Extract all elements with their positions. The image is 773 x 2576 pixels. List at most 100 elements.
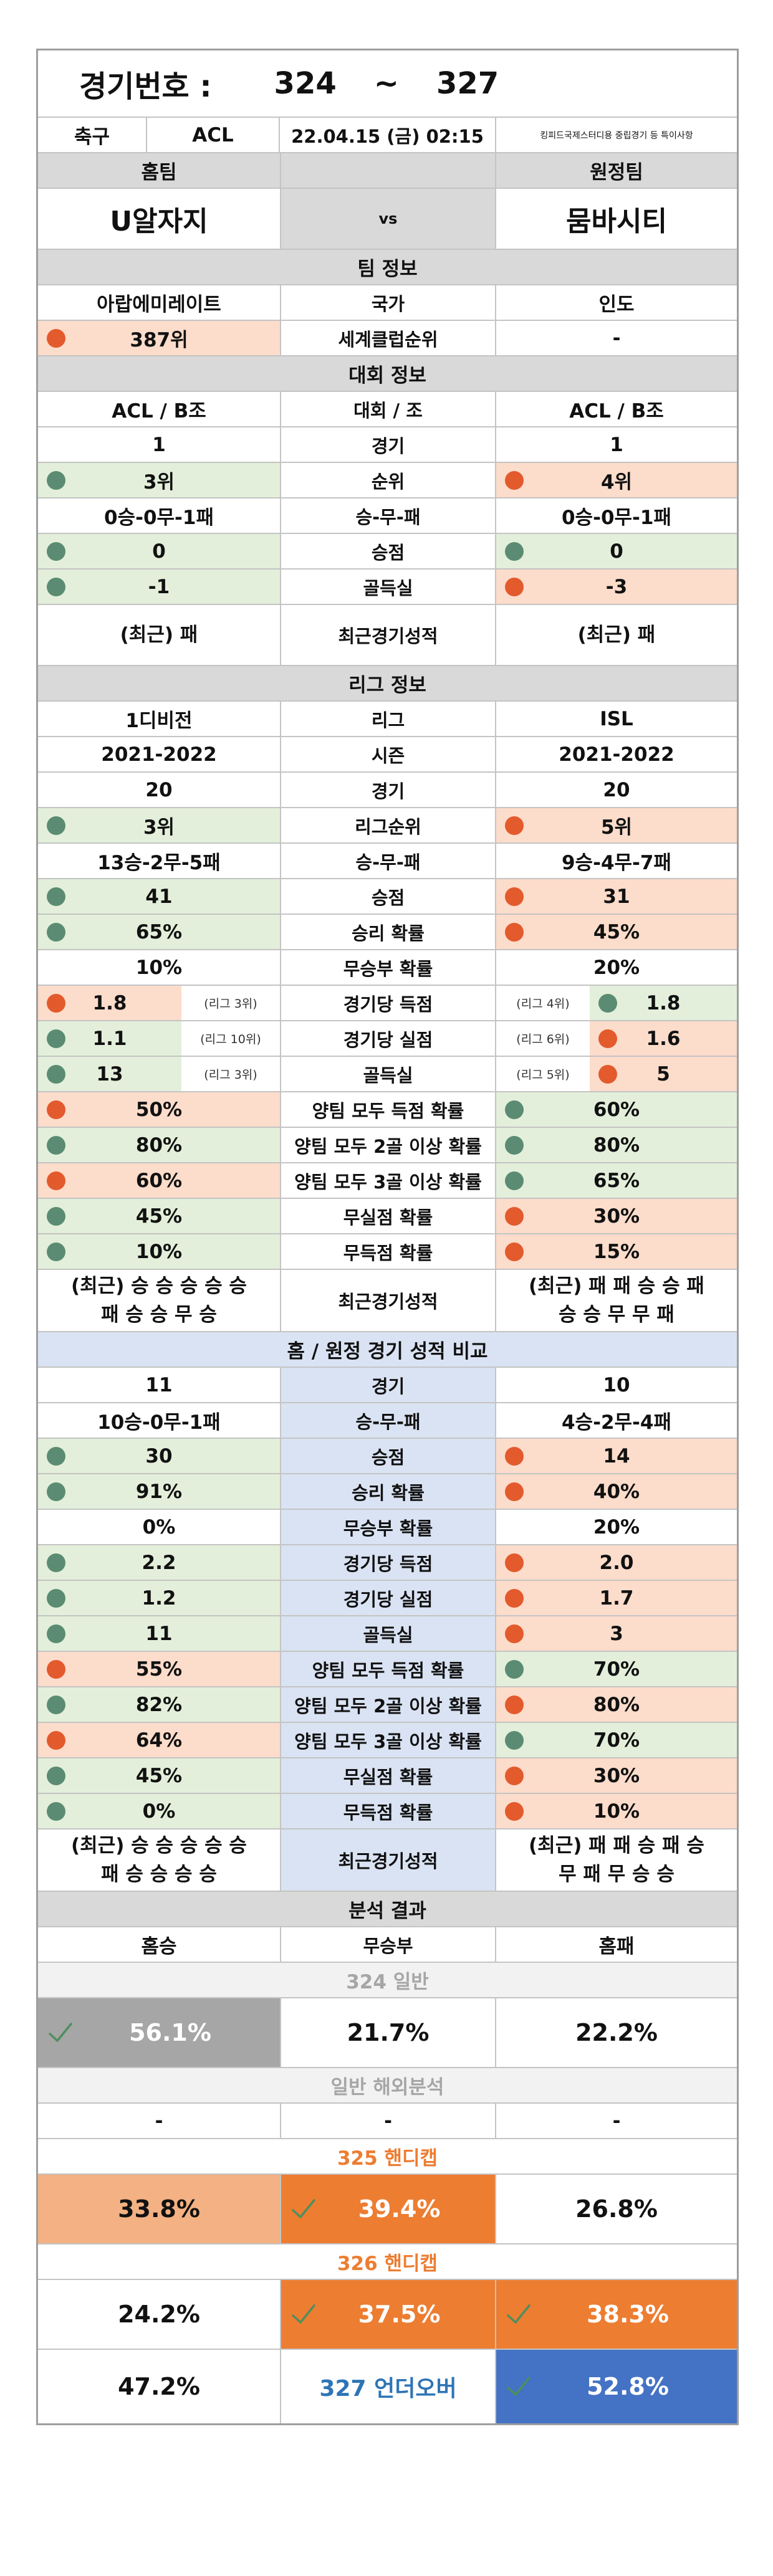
away-value-cell: 4위 <box>496 463 737 497</box>
stat-label: 시즌 <box>371 745 405 766</box>
orange-dot-icon <box>505 1553 524 1572</box>
stat-label-cell: 양팀 모두 2골 이상 확률 <box>281 1687 496 1722</box>
stat-label-cell: 무실점 확률 <box>281 1758 496 1793</box>
home-value-cell: 41 <box>38 879 281 914</box>
away-value-area: 5 <box>590 1057 737 1091</box>
home-recent-line1: (최근) 승 승 승 승 승 <box>71 1274 247 1297</box>
match-number-to: 327 <box>436 66 499 101</box>
stat-label-cell: 경기 <box>281 427 496 462</box>
away-value: 9승-4무-7패 <box>561 852 671 874</box>
stat-label-cell: 최근경기성적 <box>281 1270 496 1331</box>
away-value: 60% <box>593 1098 640 1121</box>
home-recent-line2: 패 승 승 무 승 <box>101 1304 217 1326</box>
stat-row: 1.2 경기당 실점 1.7 <box>38 1581 737 1616</box>
home-value-cell: ACL / B조 <box>38 392 281 426</box>
away-value-cell: - <box>496 321 737 355</box>
stat-row: 13승-2무-5패 승-무-패 9승-4무-7패 <box>38 844 737 879</box>
green-dot-icon <box>47 1029 65 1048</box>
analysis-title: 분석 결과 <box>38 1892 737 1926</box>
home-value: 13 <box>96 1062 123 1085</box>
home-value-cell: 30 <box>38 1439 281 1473</box>
stat-label-cell: 승점 <box>281 534 496 568</box>
away-prob-cell: 26.8% <box>496 2175 737 2243</box>
team-head-row: 홈팀 원정팀 <box>38 153 737 189</box>
home-rank-area: (리그 3위) <box>181 1057 280 1091</box>
orange-dot-icon <box>505 1588 524 1608</box>
away-value: 5 <box>656 1062 670 1085</box>
stat-label-cell: 무승부 확률 <box>281 950 496 985</box>
stat-label-cell: 승리 확률 <box>281 915 496 949</box>
home-team-head: 홈팀 <box>38 153 281 188</box>
home-value: 10% <box>135 1240 183 1263</box>
stat-label: 무실점 확률 <box>343 1206 433 1228</box>
stat-label-cell: 경기당 득점 <box>281 986 496 1020</box>
home-value: 1 <box>152 433 166 456</box>
away-value: 20% <box>593 1515 640 1538</box>
away-value-cell: 45% <box>496 915 737 949</box>
handicap1-prob-row: 33.8% 39.4% 26.8% <box>38 2175 737 2244</box>
away-recent-line2: 무 패 무 승 승 <box>559 1863 675 1886</box>
away-rank-area: (리그 5위) <box>496 1057 590 1091</box>
home-value-cell: 10승-0무-1패 <box>38 1403 281 1438</box>
over-prob-cell: 52.8% <box>496 2350 737 2423</box>
stat-label: 리그순위 <box>355 816 421 837</box>
away-value: 20 <box>603 778 630 801</box>
stat-label: 경기 <box>371 435 405 457</box>
away-value: 3 <box>610 1622 623 1645</box>
stat-label: 승리 확률 <box>352 922 425 944</box>
overseas-prob-row: --- <box>38 2104 737 2139</box>
green-dot-icon <box>505 1730 524 1750</box>
green-dot-icon <box>47 470 65 490</box>
home-value-cell: 55% <box>38 1652 281 1686</box>
away-value: 4위 <box>600 471 633 494</box>
stat-label: 무득점 확률 <box>343 1242 433 1264</box>
green-dot-icon <box>47 577 65 596</box>
away-value: 1 <box>610 433 623 456</box>
orange-dot-icon <box>505 1482 524 1501</box>
stat-label-cell: 시즌 <box>281 737 496 771</box>
home-value-cell: 0승-0무-1패 <box>38 499 281 533</box>
away-prob-value: 26.8% <box>575 2195 658 2223</box>
stat-row: 10% 무승부 확률 20% <box>38 950 737 986</box>
away-value-cell: (리그 5위) 5 <box>496 1057 737 1091</box>
away-value: 14 <box>603 1444 630 1467</box>
stat-label: 순위 <box>371 470 405 492</box>
away-value: 10% <box>593 1800 640 1823</box>
green-dot-icon <box>47 1553 65 1572</box>
away-value-cell: 20% <box>496 950 737 985</box>
orange-dot-icon <box>47 1659 65 1679</box>
home-value-cell: 2021-2022 <box>38 737 281 771</box>
stat-label: 무실점 확률 <box>343 1766 433 1788</box>
home-value-cell: 45% <box>38 1758 281 1793</box>
home-rank-area: (리그 3위) <box>181 986 280 1020</box>
home-value-cell: 13 (리그 3위) <box>38 1057 281 1091</box>
green-dot-icon <box>47 1766 65 1785</box>
draw-prob-cell: 37.5% <box>281 2280 496 2349</box>
stat-row: 50% 양팀 모두 득점 확률 60% <box>38 1092 737 1128</box>
away-value-cell: 31 <box>496 879 737 914</box>
analysis-head-row: 홈승 무승부 홈패 <box>38 1927 737 1963</box>
away-value-cell: 70% <box>496 1652 737 1686</box>
away-value-cell: (리그 4위) 1.8 <box>496 986 737 1020</box>
home-recent-line1: (최근) 패 <box>120 623 198 646</box>
stat-row: 41 승점 31 <box>38 879 737 915</box>
stat-row: 10% 무득점 확률 15% <box>38 1234 737 1270</box>
away-value-area: 1.6 <box>590 1021 737 1056</box>
away-value-cell: 0 <box>496 534 737 568</box>
home-prob-value: 33.8% <box>118 2195 200 2223</box>
league-info-title: 리그 정보 <box>38 666 737 700</box>
home-value-cell: 2.2 <box>38 1545 281 1580</box>
home-away-compare-title: 홈 / 원정 경기 성적 비교 <box>38 1332 737 1367</box>
orange-dot-icon <box>505 1624 524 1643</box>
away-prob-value: 22.2% <box>575 2019 658 2046</box>
away-value-cell: 10% <box>496 1794 737 1828</box>
away-value-cell: 20% <box>496 1510 737 1544</box>
home-value: 45% <box>135 1205 183 1228</box>
stat-label-cell: 승점 <box>281 1439 496 1473</box>
check-icon <box>505 2302 532 2327</box>
away-value-cell: 2021-2022 <box>496 737 737 771</box>
stat-label: 골득실 <box>363 577 413 599</box>
home-value: 50% <box>135 1098 183 1121</box>
